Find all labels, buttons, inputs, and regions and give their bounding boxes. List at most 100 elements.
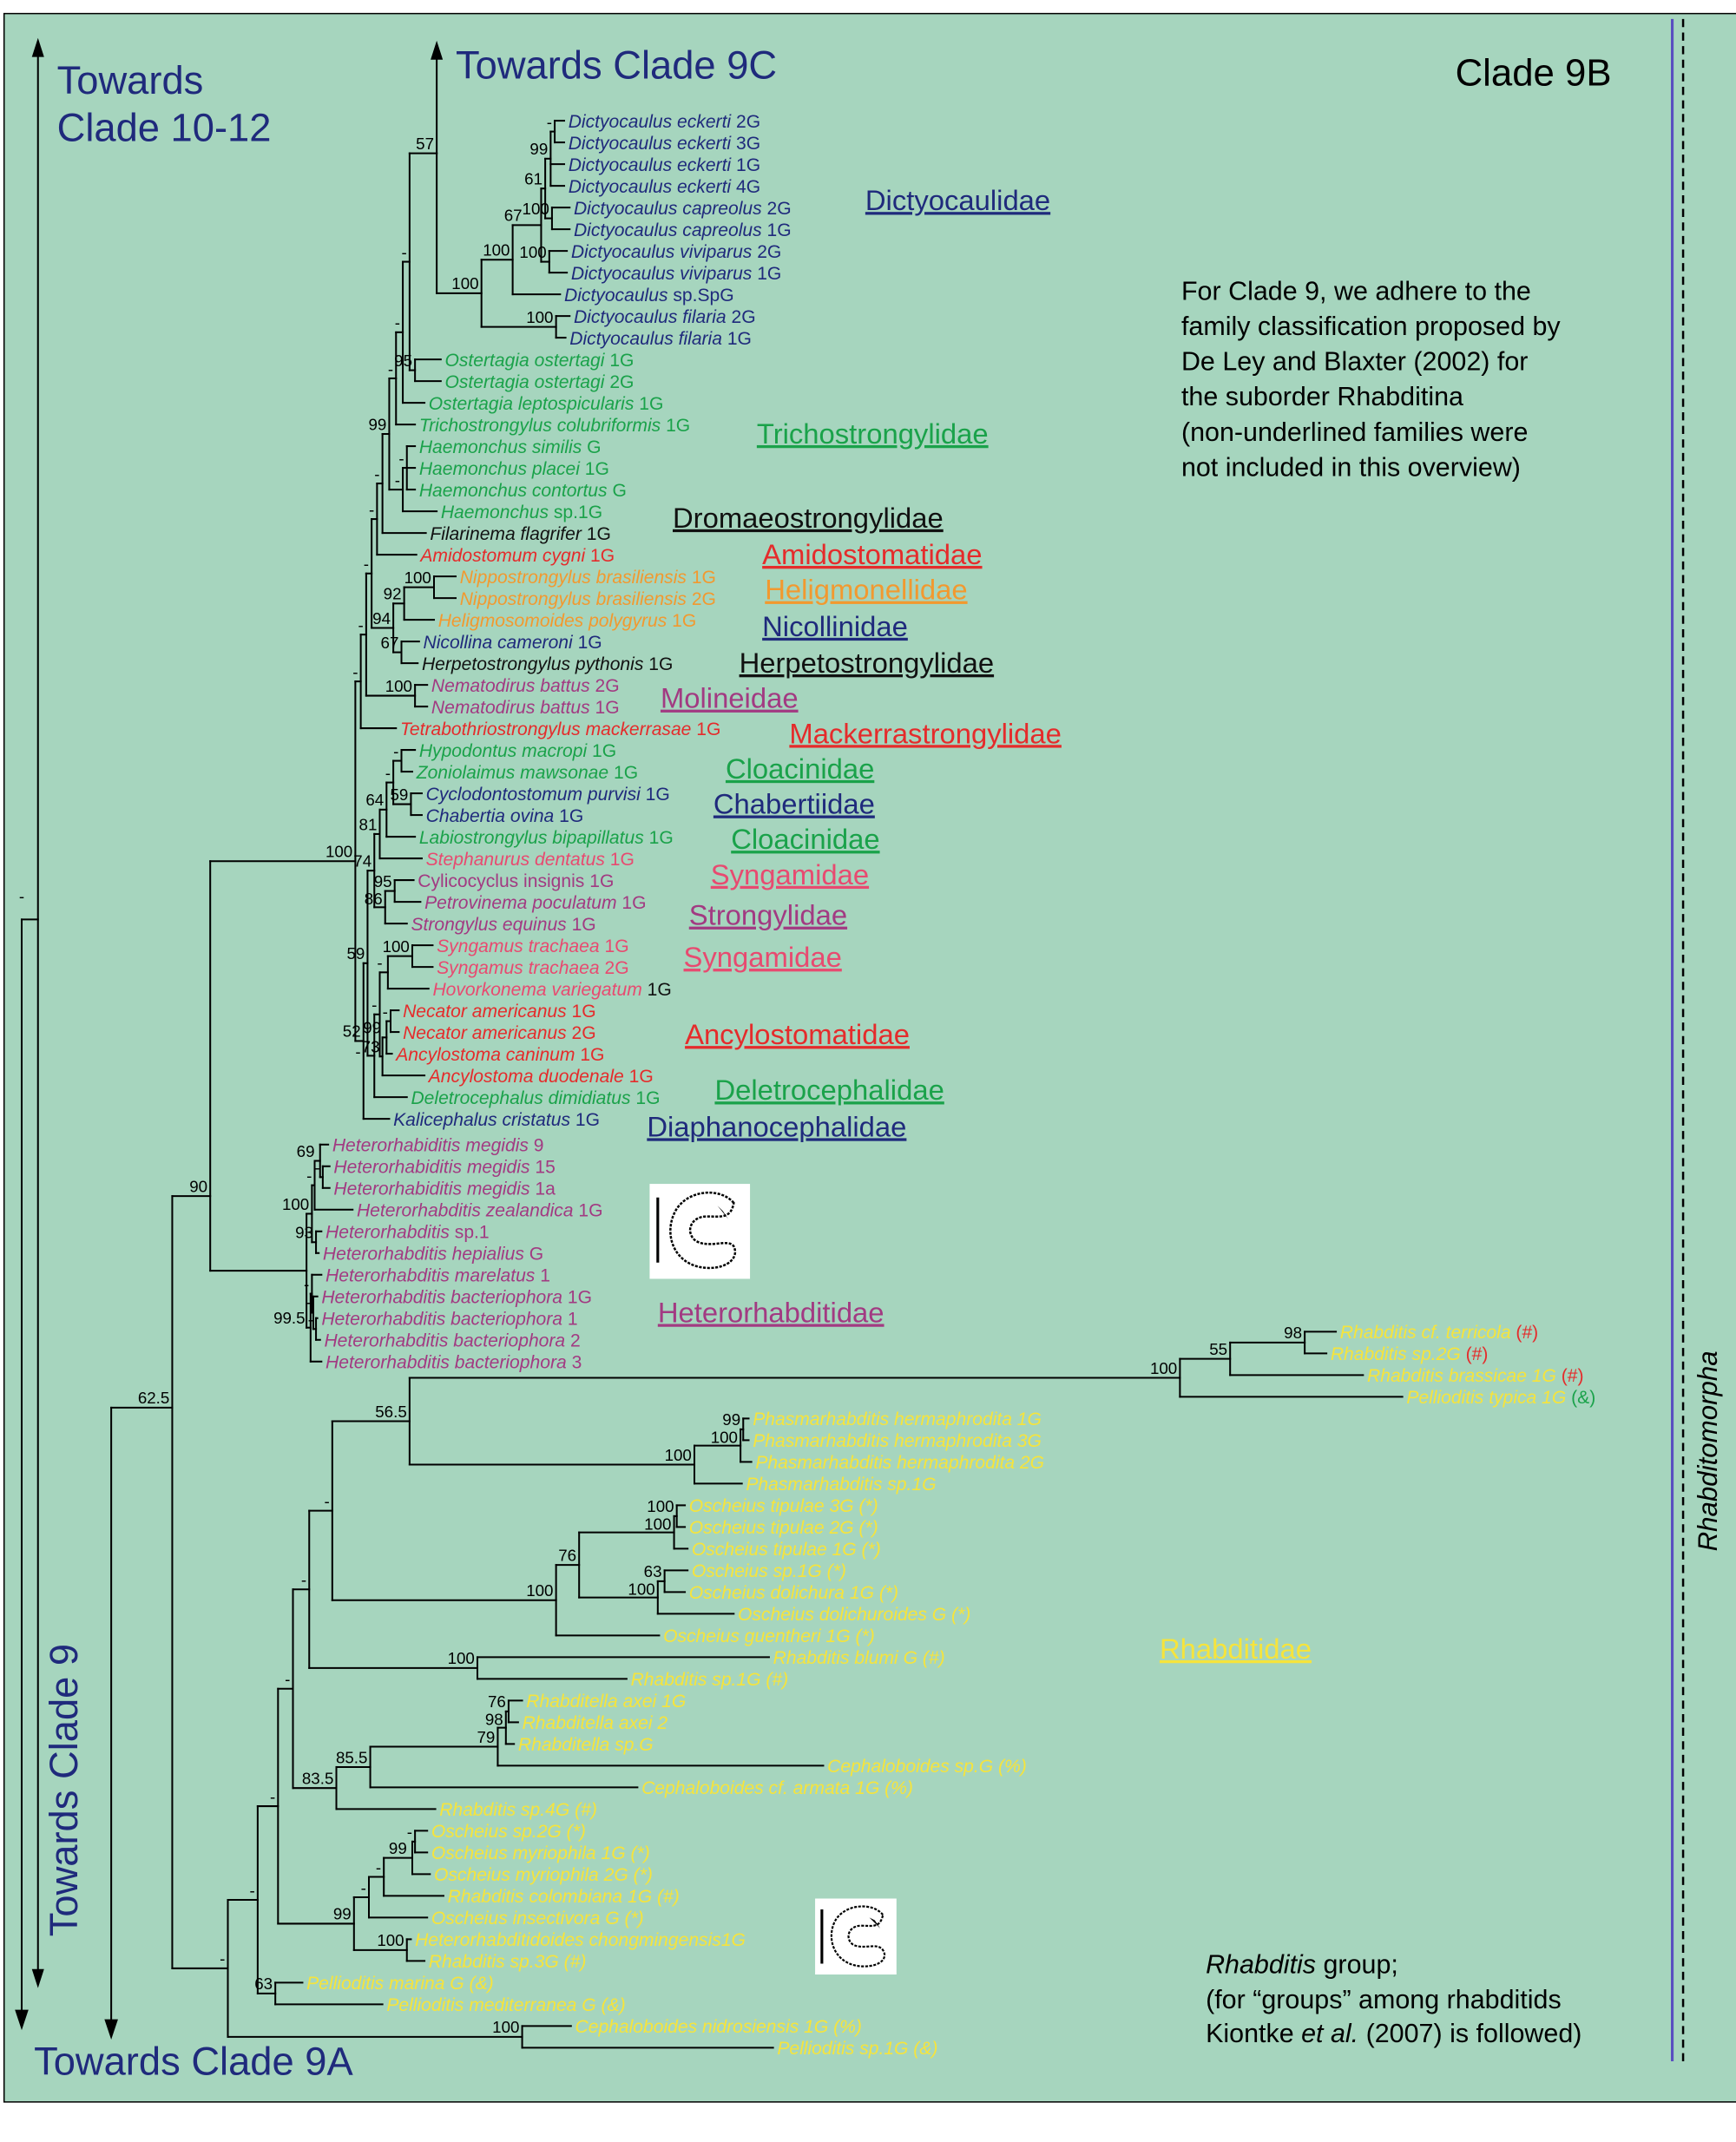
taxon-label: Dictyocaulus sp.SpG [564,286,734,306]
taxon-name: Hypodontus macropi [419,741,589,761]
taxon-isolate: 1G [648,654,673,674]
taxon-name: Rhabditis cf. terricola [1340,1323,1511,1343]
support-value: 93 [295,1224,313,1242]
taxon-label: Dictyocaulus viviparus 2G [571,242,782,262]
taxon-label: Dictyocaulus filaria 2G [574,307,756,327]
taxon-label: Oscheius insectivora G (*) [431,1909,644,1928]
taxon-label: Heterorhabditis zealandica 1G [357,1201,603,1221]
support-value: 56.5 [375,1403,406,1421]
taxon-label: Rhabditis sp.3G (#) [429,1952,587,1972]
taxon-name: Heterorhabditis bacteriophora [321,1310,562,1330]
taxon-name: Dictyocaulus eckerti [569,134,733,154]
support-value: 59 [346,944,365,963]
taxon-name: Heterorhabditis marelatus [326,1266,536,1286]
family-label: Ancylostomatidae [685,1018,910,1050]
towards-clade-9a: Towards Clade 9A [34,2040,353,2084]
note-line: For Clade 9, we adhere to the [1181,276,1531,306]
note-italic: Rhabditis [1206,1949,1316,1979]
tree-branches [110,40,1404,2049]
classification-note: For Clade 9, we adhere to the family cla… [1181,276,1561,482]
taxon-label: Cylicocyclus insignis 1G [418,871,614,891]
note-text: group; [1316,1949,1398,1979]
support-value: 100 [404,568,431,587]
support-value: 85.5 [336,1748,368,1766]
support-value: 95 [374,872,392,890]
taxon-name: Pellioditis mediterranea G (&) [386,1995,625,2015]
taxon-label: Ostertagia ostertagi 2G [445,372,635,392]
taxon-name: Dictyocaulus viviparus [571,264,753,284]
taxon-label: Phasmarhabditis hermaphrodita 3G [753,1431,1042,1451]
support-value: 64 [365,791,384,809]
support-value: - [358,615,364,634]
taxon-label: Haemonchus placei 1G [419,459,609,479]
taxon-label: Necator americanus 2G [403,1023,596,1043]
support-value: 100 [665,1446,692,1464]
taxon-label: Haemonchus similis G [419,437,602,457]
family-label: Dictyocaulidae [865,184,1050,216]
taxon-isolate: 4G [736,177,760,197]
support-value: 98 [1284,1324,1302,1342]
taxon-isolate: 1G [595,698,620,718]
taxon-name: Phasmarhabditis hermaphrodita 3G [753,1431,1042,1451]
support-value: - [398,449,404,467]
support-value: 67 [381,634,399,652]
taxon-label: Dictyocaulus eckerti 1G [569,155,760,175]
taxon-label: Herpetostrongylus pythonis 1G [422,654,673,674]
taxon-name: Dictyocaulus viviparus [571,242,753,262]
taxon-name: Rhabditella sp.G [518,1735,654,1755]
support-value: - [361,1878,366,1896]
support-value: 95 [394,352,412,370]
taxon-name: Necator americanus [403,1023,567,1043]
taxon-name: Ostertagia ostertagi [445,372,606,392]
arrow-towards-clade-9a [104,1406,118,2040]
taxon-label: Rhabditis sp.4G (#) [439,1800,597,1820]
taxon-isolate: 1G [736,155,760,175]
taxon-name: Nippostrongylus brasiliensis [460,568,687,588]
taxon-label: Tetrabothriostrongylus mackerrasae 1G [400,719,720,739]
arrow-up-icon [31,37,44,57]
support-value: 100 [519,243,546,261]
note-line: (for “groups” among rhabditids [1206,1985,1562,2014]
taxon-name: Amidostomum cygni [418,546,586,566]
figure-frame [3,12,1736,2103]
taxon-label: Dictyocaulus eckerti 3G [569,134,760,154]
support-value: 100 [282,1195,309,1213]
taxon-label: Heterorhabditis bacteriophora 2 [324,1331,580,1351]
taxon-label: Nippostrongylus brasiliensis 1G [460,568,716,588]
support-value: - [402,243,407,261]
support-value: 100 [326,843,352,861]
taxon-label: Kalicephalus cristatus 1G [393,1110,600,1130]
taxon-label: Pellioditis mediterranea G (&) [386,1995,625,2015]
taxon-label: Syngamus trachaea 2G [437,958,628,978]
clade-label: Clade 9B [1456,51,1612,94]
taxon-isolate: 1G [767,220,792,240]
group-marker: (#) [1562,1366,1584,1386]
taxon-isolate: 2G [604,958,628,978]
taxon-name: Heterorhabditis [326,1223,450,1243]
taxon-name: Cyclodontostomum purvisi [426,785,641,805]
taxon-label: Rhabditis cf. terricola (#) [1340,1323,1538,1343]
taxon-name: Herpetostrongylus pythonis [422,654,644,674]
taxon-label: Oscheius tipulae 3G (*) [689,1496,878,1516]
taxon-isolate: 1G [648,980,672,1000]
taxon-isolate: 1G [614,763,638,783]
taxon-label: Deletrocephalus dimidiatus 1G [411,1088,660,1108]
taxon-name: Deletrocephalus dimidiatus [411,1088,631,1108]
support-value: 99.5 [273,1309,306,1327]
taxon-name: Cylicocyclus insignis [418,871,584,891]
taxon-label: Rhabditella axei 1G [526,1692,686,1712]
support-value: 100 [383,937,410,956]
support-value: - [372,995,377,1014]
taxon-label: Cephaloboides cf. armata 1G (%) [641,1778,913,1798]
taxon-name: Rhabditis colombiana 1G (#) [448,1887,680,1907]
taxon-isolate: 1G [649,828,674,848]
arrow-down-icon [104,2019,118,2040]
taxon-name: Dictyocaulus filaria [574,307,727,327]
taxon-isolate: 1G [692,568,716,588]
taxon-name: Dictyocaulus eckerti [569,155,733,175]
support-value: - [352,662,358,680]
taxon-isolate: 1G [578,1201,602,1221]
note-line: Kiontke et al. (2007) is followed) [1206,2019,1581,2048]
support-value: 100 [647,1497,674,1515]
taxon-label: Nematodirus battus 2G [431,676,620,696]
